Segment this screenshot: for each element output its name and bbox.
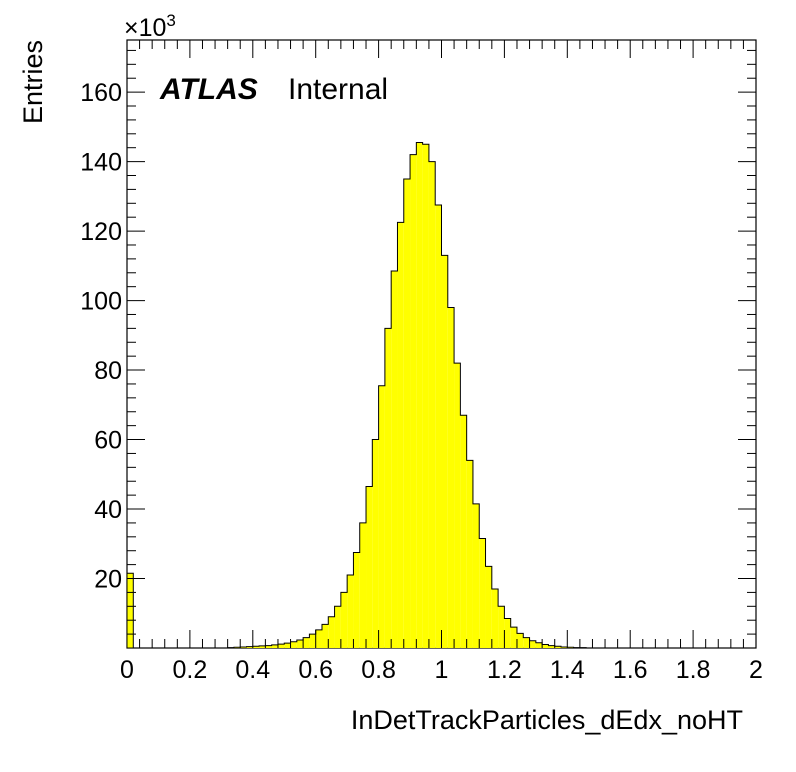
histogram-bar <box>391 271 398 648</box>
y-multiplier: ×103 <box>124 11 176 42</box>
histogram-bar <box>296 640 304 648</box>
histogram-bar <box>498 606 505 648</box>
histogram-bar <box>435 205 442 648</box>
x-tick-label: 0.4 <box>235 656 270 684</box>
histogram-bar <box>485 566 492 648</box>
histogram-bar <box>347 575 354 648</box>
x-tick-label: 1 <box>435 656 449 684</box>
histogram-bar <box>422 144 429 648</box>
x-tick-label: 0.6 <box>298 656 333 684</box>
histogram-bar <box>277 644 285 648</box>
x-axis-title: InDetTrackParticles_dEdx_noHT <box>351 705 743 735</box>
y-tick-label: 80 <box>94 357 122 385</box>
histogram-bar <box>315 629 322 648</box>
histogram-bar <box>491 588 499 648</box>
histogram-bars <box>127 142 587 649</box>
histogram-bar <box>378 385 385 648</box>
histogram-bar <box>259 645 266 648</box>
histogram-bar <box>271 644 278 648</box>
x-tick-label: 1.2 <box>487 656 522 684</box>
histogram-bar <box>535 642 543 648</box>
x-tick-label: 1.8 <box>676 656 711 684</box>
histogram-bar <box>441 255 448 649</box>
y-tick-label: 120 <box>80 218 122 246</box>
histogram-bar <box>252 646 260 648</box>
histogram-bar <box>529 640 536 648</box>
x-tick-label: 0.2 <box>173 656 208 684</box>
histogram-bar <box>240 646 247 648</box>
y-tick-label: 20 <box>94 566 122 594</box>
histogram-bar <box>472 503 480 648</box>
histogram-bar <box>353 552 360 648</box>
histogram-bar <box>554 646 562 648</box>
y-axis-title: Entries <box>18 40 48 124</box>
histogram-bar <box>416 142 423 648</box>
histogram-bar <box>303 637 310 648</box>
histogram-bar <box>548 645 555 648</box>
histogram-bar <box>397 222 404 648</box>
histogram-bar <box>479 538 486 648</box>
histogram-bar <box>561 646 568 648</box>
histogram-bar <box>504 618 511 648</box>
histogram-bar <box>384 328 392 648</box>
x-tick-label: 1.6 <box>613 656 648 684</box>
axis-ticks <box>126 40 757 649</box>
x-tick-label: 1.4 <box>550 656 585 684</box>
histogram-bar <box>334 606 341 648</box>
x-tick-label: 0 <box>120 656 134 684</box>
histogram-bar <box>510 627 517 648</box>
y-tick-label: 100 <box>80 288 122 316</box>
y-tick-label: 160 <box>80 79 122 107</box>
histogram-bar <box>542 644 549 648</box>
atlas-label: ATLAS <box>159 73 258 106</box>
histogram-bar <box>523 637 530 648</box>
histogram-bar <box>366 486 373 648</box>
x-tick-label: 2 <box>749 656 763 684</box>
histogram-bar <box>284 643 291 648</box>
y-tick-label: 60 <box>94 427 122 455</box>
histogram-bar <box>265 645 272 648</box>
y-tick-label: 140 <box>80 149 122 177</box>
histogram-bar <box>460 415 467 648</box>
histogram-bar <box>466 460 473 648</box>
x-tick-labels: 0 0.2 0.4 0.6 0.8 1 1.2 1.4 1.6 1.8 2 <box>120 656 763 684</box>
x-tick-label: 0.8 <box>361 656 396 684</box>
histogram-bar <box>372 439 379 648</box>
atlas-status-label: Internal <box>288 73 388 106</box>
histogram-bar <box>403 178 411 648</box>
histogram-bar <box>447 307 455 648</box>
histogram-bar <box>516 633 524 648</box>
histogram-bar <box>321 624 329 648</box>
histogram-bar <box>309 634 316 648</box>
histogram-bar <box>454 363 461 648</box>
histogram-bar <box>359 522 367 648</box>
histogram-bar <box>127 573 134 648</box>
histogram-bar <box>290 641 297 648</box>
y-tick-labels: 20 40 60 80 100 120 140 160 <box>80 79 122 593</box>
histogram-bar <box>410 154 417 648</box>
histogram-bar <box>246 646 253 648</box>
histogram-bar <box>428 161 436 648</box>
histogram-bar <box>340 592 348 648</box>
y-tick-label: 40 <box>94 496 122 524</box>
histogram-bar <box>328 616 335 648</box>
